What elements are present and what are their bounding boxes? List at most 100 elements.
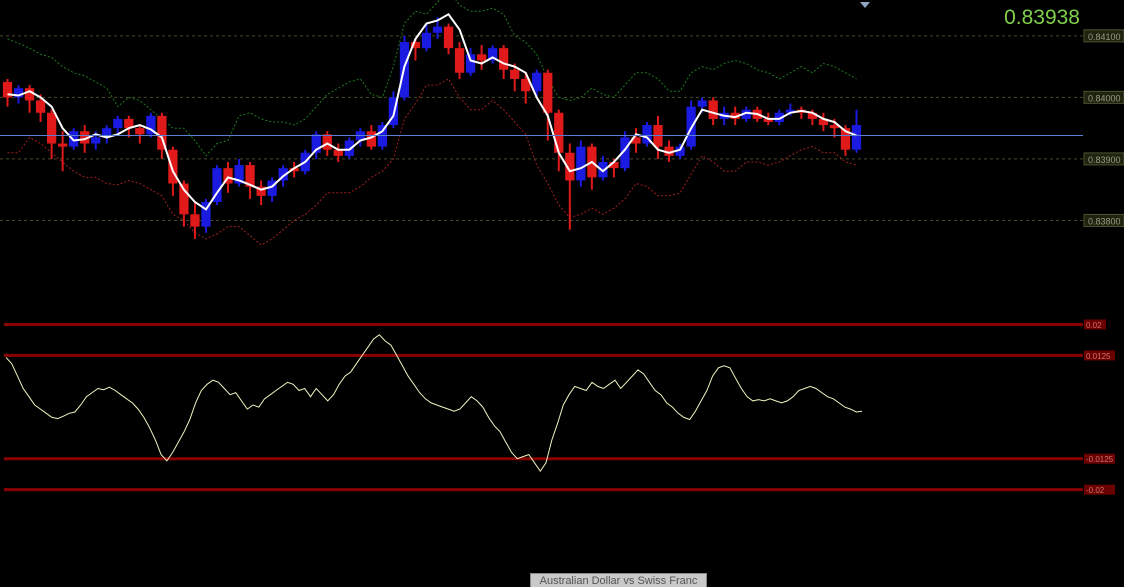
price-bar-body (245, 165, 255, 187)
price-bar (488, 45, 498, 64)
oscillator-level-box (1084, 319, 1106, 330)
price-bar (476, 45, 487, 70)
oscillator-axis[interactable]: 0.02 0.0125 -0.0125 -0.02 (1084, 319, 1115, 495)
price-bar-body (201, 202, 211, 227)
price-bar (818, 112, 829, 132)
price-tick-box (1083, 90, 1124, 104)
price-bar (642, 122, 652, 147)
price-bar-body (190, 214, 200, 227)
price-bar-body (91, 137, 101, 144)
price-bar (212, 165, 222, 206)
moving-average-line (7, 12, 857, 211)
price-bars[interactable] (2, 17, 862, 239)
price-bar-body (598, 162, 608, 178)
price-bar (256, 180, 266, 206)
price-bar-body (35, 100, 46, 113)
price-bar-body (697, 100, 707, 107)
price-bar-body (344, 140, 354, 156)
price-bar-body (730, 112, 740, 119)
price-bar-body (521, 78, 531, 92)
price-bar-body (807, 112, 818, 119)
price-axis[interactable]: 0.84100 0.84000 0.83900 0.83800 (1083, 29, 1124, 227)
price-bar-body (432, 26, 443, 33)
price-bar (24, 85, 35, 113)
price-bar (521, 72, 531, 104)
price-bar-body (366, 131, 376, 147)
price-bar (201, 198, 211, 233)
price-bar-body (278, 168, 288, 181)
oscillator-level-label: 0.0125 (1086, 352, 1111, 361)
lower-band-line (7, 78, 857, 246)
price-bar-body (829, 125, 840, 129)
price-bar-body (763, 118, 773, 122)
price-bar-body (168, 149, 178, 184)
oscillator-series-line (5, 334, 863, 472)
price-bar (686, 100, 696, 150)
price-bar (124, 115, 134, 138)
price-bar (653, 115, 663, 159)
price-bar-body (311, 134, 321, 153)
price-bar-body (488, 48, 498, 61)
price-bar (620, 131, 630, 172)
price-bar (410, 38, 421, 61)
price-bar-body (135, 128, 145, 135)
price-bar (69, 128, 79, 150)
price-bar (454, 42, 465, 79)
price-bar-body (234, 165, 244, 184)
price-bar-body (620, 137, 630, 169)
price-bar-body (267, 180, 277, 196)
price-bar (465, 48, 476, 76)
price-bar (58, 131, 68, 172)
price-bar (796, 106, 806, 119)
price-bar-body (576, 146, 586, 181)
price-bar-body (157, 115, 167, 150)
price-tick-box (1083, 213, 1124, 227)
oscillator-level-box (1084, 453, 1115, 464)
symbol-tab[interactable]: Australian Dollar vs Swiss Franc (530, 573, 707, 587)
price-bar-body (179, 183, 189, 215)
current-price-readout: 0.83938 (1004, 6, 1080, 29)
price-grid (0, 35, 1083, 221)
price-bar-body (532, 72, 542, 92)
triangle-down-icon[interactable] (860, 2, 870, 8)
price-bar (421, 23, 432, 52)
oscillator-levels (4, 322, 1083, 492)
moving-average (7, 12, 857, 211)
price-bar-body (102, 128, 112, 138)
price-bar (851, 109, 862, 153)
price-bar-body (554, 112, 564, 153)
price-bar (741, 106, 751, 122)
price-bar (146, 112, 156, 138)
price-bar (730, 106, 740, 126)
price-bar (565, 143, 575, 230)
price-bar (664, 140, 674, 162)
price-bar-body (675, 146, 685, 156)
price-tick-label: 0.84000 (1088, 93, 1121, 103)
price-tick-label: 0.84100 (1088, 32, 1121, 42)
price-bar-body (664, 146, 674, 156)
price-bar-body (454, 48, 465, 73)
price-bar (631, 128, 641, 153)
price-bar-body (476, 54, 487, 61)
price-bar-body (510, 69, 520, 79)
price-bar-body (543, 72, 553, 113)
price-bar-body (256, 186, 266, 196)
price-bar-body (785, 109, 795, 113)
price-bar-body (565, 152, 575, 181)
price-bar-body (2, 82, 13, 98)
oscillator-level-label: 0.02 (1086, 321, 1102, 330)
price-bar-body (840, 128, 851, 150)
price-bar-body (146, 115, 156, 135)
price-bar (179, 180, 189, 227)
price-bar-body (851, 125, 862, 150)
price-bar (289, 162, 299, 178)
price-bar-body (642, 125, 652, 144)
price-tick-label: 0.83800 (1088, 216, 1121, 226)
price-bar (554, 109, 564, 172)
price-bar-body (223, 168, 233, 184)
price-bar-body (333, 149, 343, 156)
price-bar-body (708, 100, 718, 119)
price-bar (2, 78, 13, 107)
price-bar (543, 69, 553, 141)
